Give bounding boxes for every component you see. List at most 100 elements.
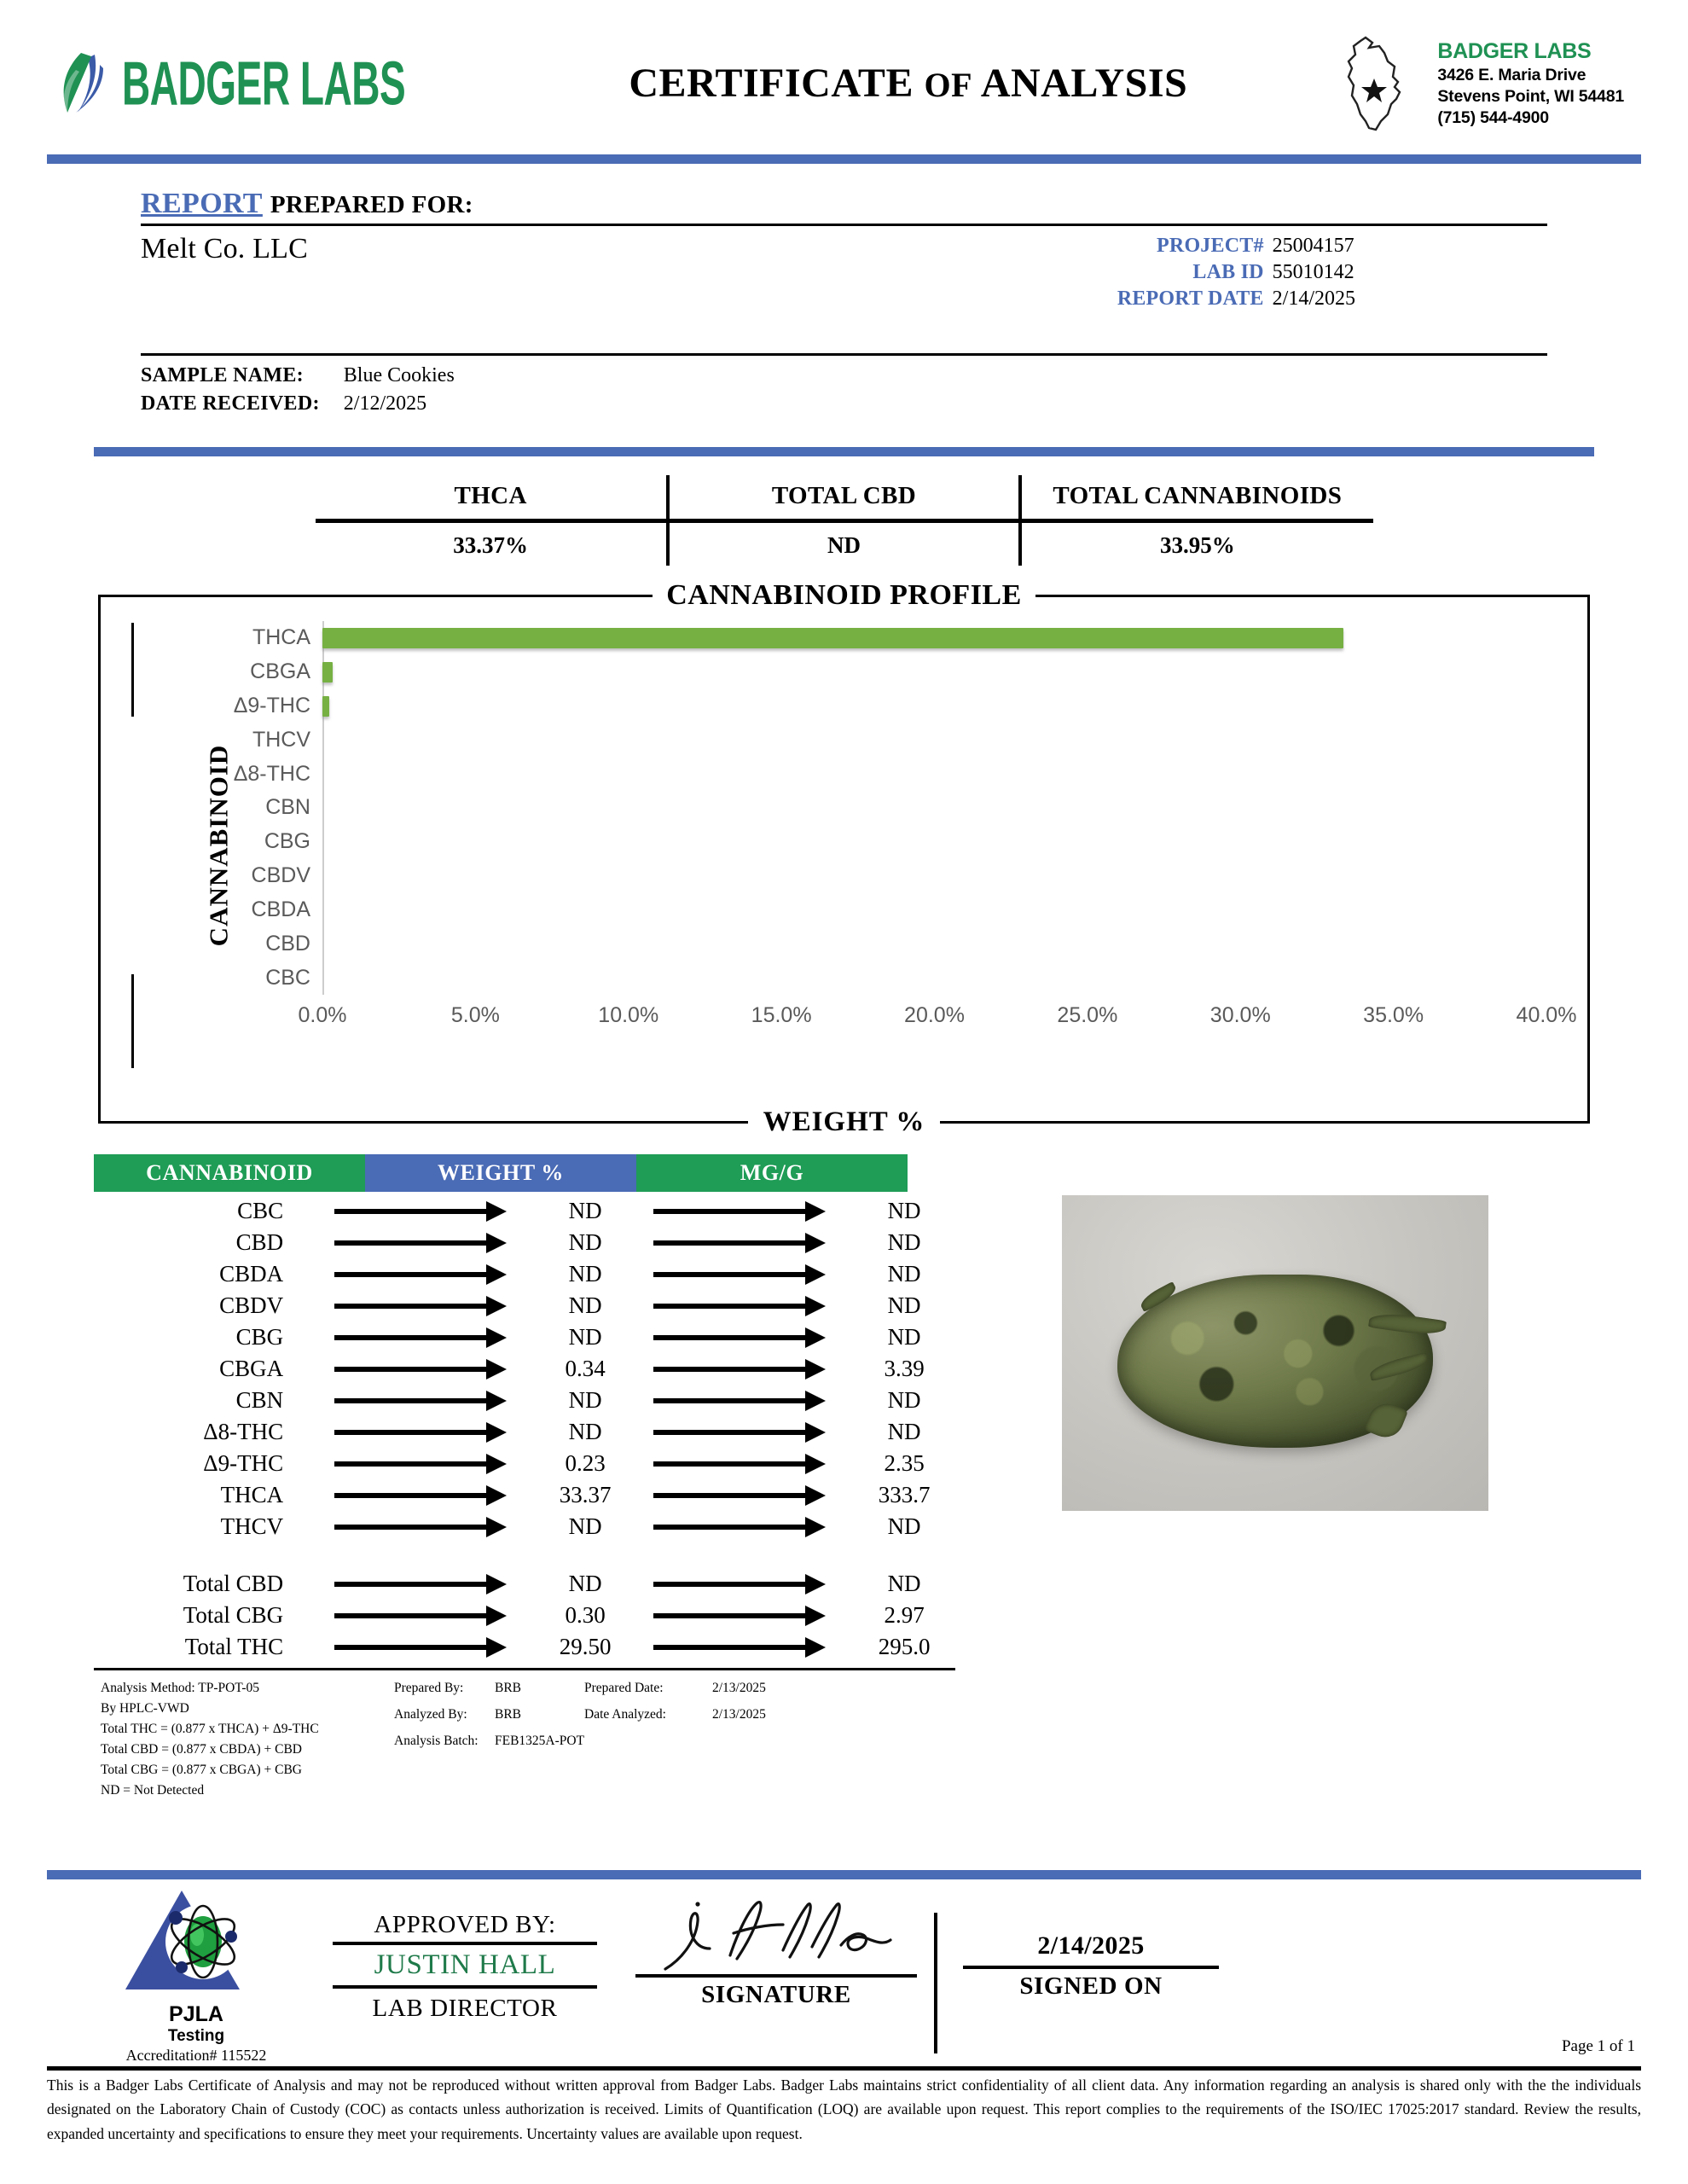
client-and-meta-row: Melt Co. LLC PROJECT# 25004157 LAB ID 55… [141, 233, 1547, 312]
signed-on-block: 2/14/2025 SIGNED ON [963, 1887, 1219, 2001]
weight-percent-value: 0.23 [565, 1450, 606, 1476]
lab-name: BADGER LABS [1437, 39, 1592, 64]
arrow-icon [636, 1631, 853, 1663]
chart-x-tick: 20.0% [904, 1003, 965, 1027]
column-header-mgg: MG/G [636, 1154, 908, 1192]
meta-row-project: PROJECT# 25004157 [1117, 233, 1355, 259]
chart-title: CANNABINOID PROFILE [101, 579, 1587, 612]
approved-by-top-rule [333, 1942, 597, 1945]
document-title: CERTIFICATE OF ANALYSIS [481, 60, 1335, 107]
chart-bar-track [322, 961, 1546, 995]
total-thc-formula: Total THC = (0.877 x THCA) + Δ9-THC [101, 1722, 319, 1737]
title-word-analysis: ANALYSIS [980, 61, 1188, 106]
mgg-value: ND [887, 1261, 921, 1287]
footer-vertical-divider [934, 1913, 937, 2053]
chart-bar-track [322, 689, 1546, 723]
weight-percent-value: 33.37 [559, 1482, 612, 1507]
table-row: CBGA 0.34 3.39 [94, 1353, 955, 1385]
table-row: Δ8-THC ND ND [94, 1416, 955, 1448]
sample-name-value: Blue Cookies [343, 364, 455, 386]
arrow-icon [317, 1353, 534, 1385]
summary-results-table: THCA TOTAL CBD TOTAL CANNABINOIDS 33.37%… [315, 475, 1373, 566]
chart-bar-row: CBD [194, 926, 1546, 961]
cannabinoid-profile-chart: CANNABINOID PROFILE CANNABINOID THCA CBGA… [98, 579, 1590, 1137]
chart-x-tick: 40.0% [1516, 1003, 1577, 1027]
chart-bar-track [322, 723, 1546, 757]
arrow-icon [636, 1600, 853, 1631]
table-row: CBDV ND ND [94, 1290, 955, 1321]
chart-bar-track [322, 893, 1546, 927]
chart-category-label: Δ8-THC [233, 761, 310, 786]
arrow-icon [636, 1511, 853, 1542]
chart-category-label: CBD [265, 931, 310, 956]
address-text: BADGER LABS 3426 E. Maria Drive Stevens … [1437, 38, 1624, 129]
arrow-icon [636, 1385, 853, 1416]
arrow-icon [317, 1290, 534, 1321]
chart-category-label: THCV [252, 727, 310, 752]
chart-bar-row: CBG [194, 825, 1546, 859]
summary-header-row: THCA TOTAL CBD TOTAL CANNABINOIDS [315, 475, 1373, 523]
summary-header-total-cannabinoids: TOTAL CANNABINOIDS [1018, 475, 1373, 523]
chart-x-tick: 15.0% [751, 1003, 812, 1027]
pjla-accreditation-number: Accreditation# 115522 [125, 2047, 267, 2064]
cannabinoid-table-header-row: CANNABINOID WEIGHT % MG/G [94, 1154, 955, 1192]
analysis-personnel-notes: Prepared By: BRB Prepared Date: 2/13/202… [375, 1678, 766, 1801]
table-row: CBDA ND ND [94, 1258, 955, 1290]
chart-bars: THCA CBGA Δ9-THC THCV Δ8-THC CBN CBG CBDV CBDA CB… [194, 621, 1546, 995]
chart-x-tick: 0.0% [298, 1003, 347, 1027]
pjla-subtitle: Testing [167, 2027, 225, 2045]
table-total-row: Total CBG 0.30 2.97 [94, 1600, 955, 1631]
address-line-2: Stevens Point, WI 54481 [1437, 87, 1624, 107]
table-row: CBD ND ND [94, 1227, 955, 1258]
table-row: THCA 33.37 333.7 [94, 1479, 955, 1511]
lab-phone: (715) 544-4900 [1437, 107, 1549, 127]
summary-value-total-cbd: ND [665, 520, 1021, 566]
analyzed-by-label: Analyzed By: [394, 1707, 467, 1722]
nd-definition: ND = Not Detected [101, 1783, 205, 1798]
report-date-value: 2/14/2025 [1272, 288, 1355, 310]
chart-bar-track [322, 791, 1546, 825]
table-total-row: Total CBD ND ND [94, 1568, 955, 1600]
analysis-method-notes: Analysis Method: TP-POT-05 By HPLC-VWD T… [94, 1678, 375, 1801]
chart-bar-row: CBDA [194, 893, 1546, 927]
arrow-icon [636, 1568, 853, 1600]
analyte-name: CBDV [219, 1292, 284, 1318]
chart-bar-track [322, 621, 1546, 655]
arrow-icon [636, 1258, 853, 1290]
arrow-icon [317, 1195, 534, 1227]
date-analyzed-value: 2/13/2025 [712, 1707, 766, 1722]
arrow-icon [636, 1448, 853, 1479]
footer-divider [47, 1870, 1641, 1879]
meta-row-report-date: REPORT DATE 2/14/2025 [1117, 286, 1355, 312]
mgg-value: ND [887, 1229, 921, 1255]
badger-leaf-logo-icon [55, 51, 108, 116]
weight-percent-value: ND [568, 1229, 602, 1255]
mgg-value: ND [887, 1387, 921, 1413]
table-row: CBN ND ND [94, 1385, 955, 1416]
chart-title-text: CANNABINOID PROFILE [653, 579, 1035, 611]
mgg-value: ND [887, 1513, 921, 1539]
arrow-icon [317, 1385, 534, 1416]
results-and-photo-section: CANNABINOID WEIGHT % MG/G CBC ND ND CBD ND ND… [47, 1154, 1641, 1801]
approval-section: PJLA Testing Accreditation# 115522 APPRO… [0, 1887, 1688, 2065]
chart-x-tick: 35.0% [1363, 1003, 1424, 1027]
weight-percent-value: 0.30 [565, 1602, 606, 1628]
brand-name: BADGER LABS [122, 48, 406, 119]
chart-category-label: CBN [265, 795, 310, 820]
analyte-name: THCV [220, 1513, 284, 1539]
analyte-name: Δ9-THC [203, 1450, 284, 1476]
weight-percent-value: ND [568, 1387, 602, 1413]
mgg-value: 2.35 [884, 1450, 925, 1476]
chart-bar-row: Δ8-THC [194, 757, 1546, 791]
arrow-icon [317, 1258, 534, 1290]
chart-category-label: CBDV [251, 863, 310, 888]
arrow-icon [317, 1416, 534, 1448]
mgg-value: 2.97 [884, 1602, 925, 1628]
analysis-notes: Analysis Method: TP-POT-05 By HPLC-VWD T… [94, 1678, 955, 1801]
weight-percent-value: ND [568, 1292, 602, 1318]
arrow-icon [636, 1227, 853, 1258]
analysis-method-line-1: Analysis Method: TP-POT-05 [101, 1681, 260, 1695]
prepared-by-row: Prepared By: BRB Prepared Date: 2/13/202… [394, 1678, 766, 1699]
analysis-batch-value: FEB1325A-POT [495, 1734, 585, 1749]
prepared-by-label: Prepared By: [394, 1681, 464, 1695]
